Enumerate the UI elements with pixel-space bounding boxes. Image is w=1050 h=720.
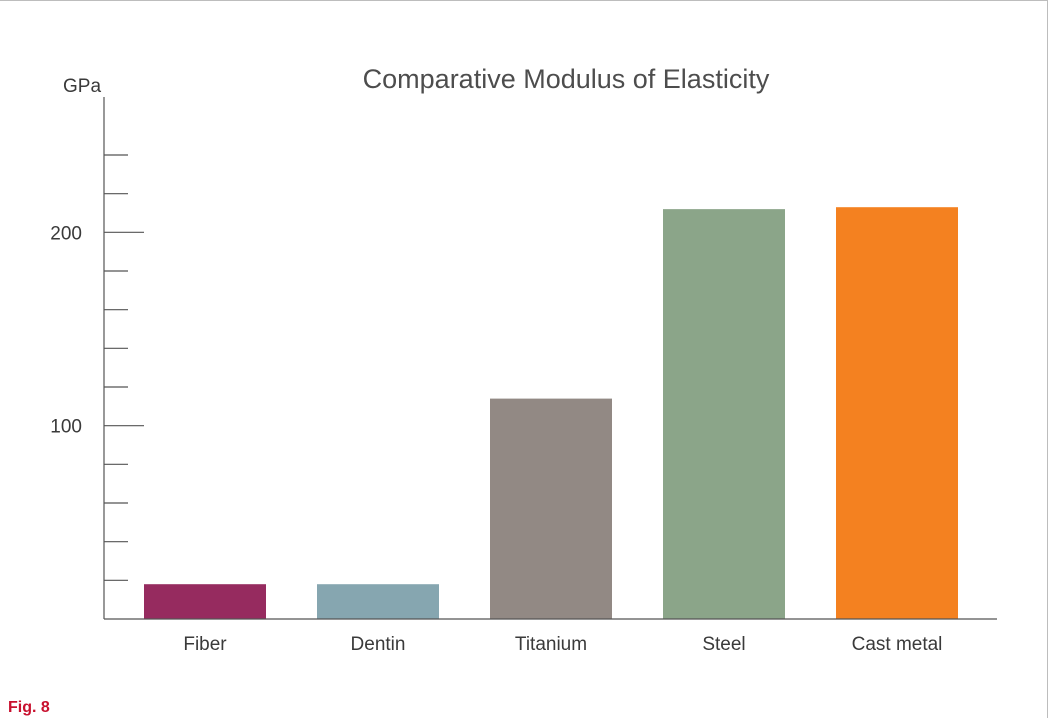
bar-titanium [490, 398, 612, 619]
bar-cast-metal [836, 207, 958, 619]
chart-title: Comparative Modulus of Elasticity [363, 64, 770, 94]
y-tick-label-200: 200 [50, 223, 82, 244]
x-label-steel: Steel [702, 634, 745, 655]
category-labels: Fiber Dentin Titanium Steel Cast metal [183, 634, 942, 655]
y-axis-unit-label: GPa [63, 76, 101, 97]
bars-group [144, 207, 958, 619]
figure-label: Fig. 8 [8, 699, 50, 716]
bar-fiber [144, 584, 266, 619]
y-axis-ticks: 100 200 [50, 154, 144, 581]
bar-steel [663, 209, 785, 619]
y-tick-label-100: 100 [50, 417, 82, 438]
x-label-dentin: Dentin [351, 634, 406, 655]
bar-chart: GPa Comparative Modulus of Elasticity 10… [50, 64, 997, 655]
x-label-titanium: Titanium [515, 634, 587, 655]
bar-dentin [317, 584, 439, 619]
x-label-cast-metal: Cast metal [852, 634, 943, 655]
x-label-fiber: Fiber [183, 634, 227, 655]
